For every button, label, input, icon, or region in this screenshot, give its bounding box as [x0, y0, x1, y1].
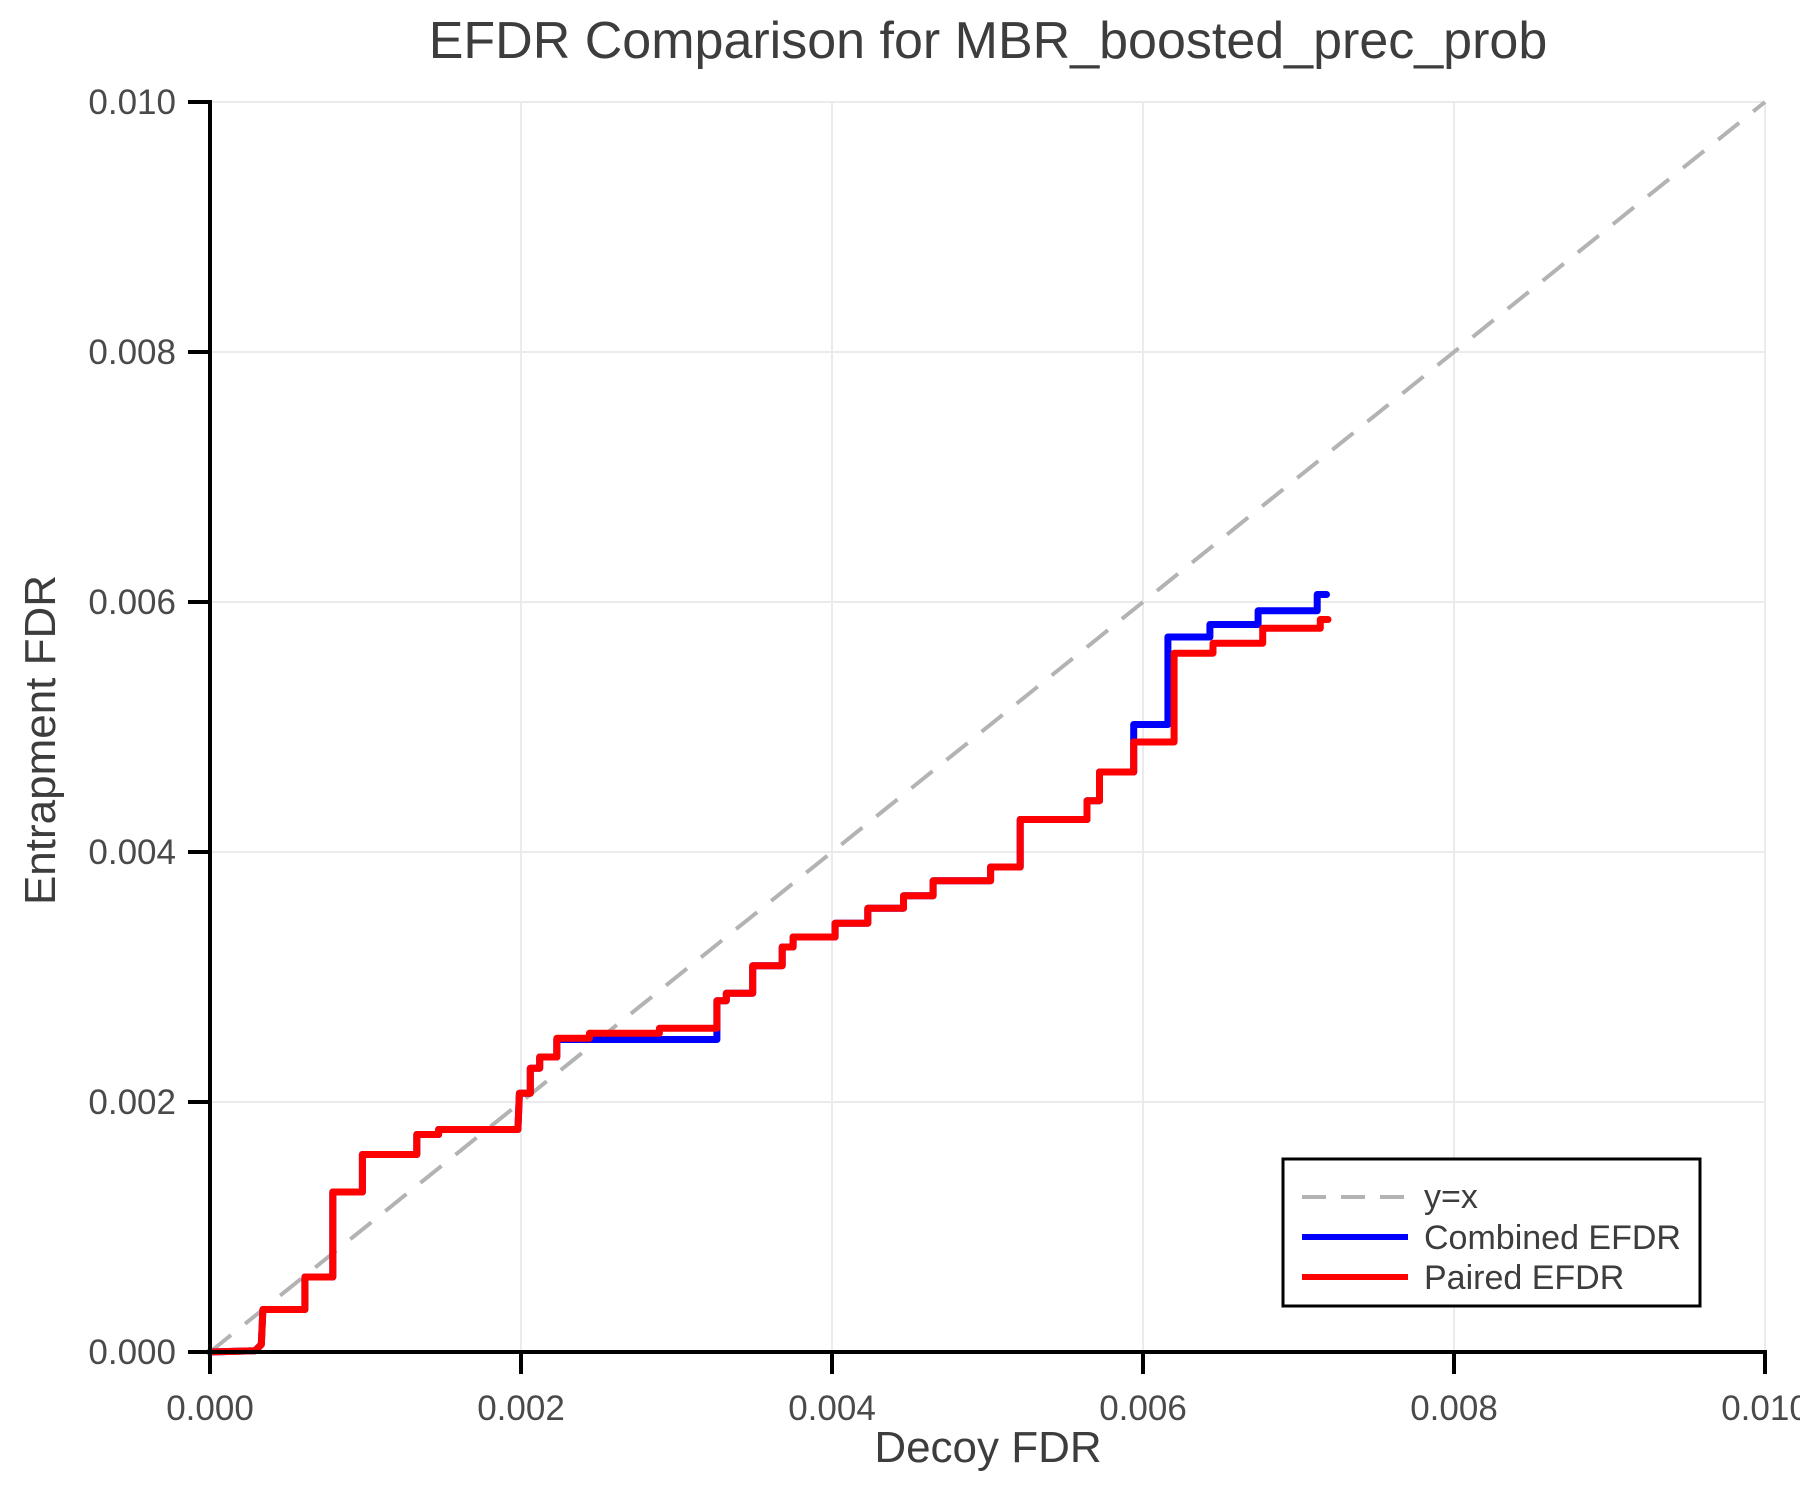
legend-label-paired: Paired EFDR [1424, 1259, 1624, 1297]
legend: y=x Combined EFDR Paired EFDR [1281, 1157, 1702, 1308]
paired-efdr-line [206, 616, 1332, 1356]
y-equals-x-line [208, 100, 1767, 1354]
x-tick-label: 0.000 [166, 1389, 254, 1428]
y-axis-label: Entrapment FDR [16, 575, 65, 905]
axis-spines [208, 100, 1767, 1354]
legend-box [1281, 1157, 1702, 1308]
tick-marks [188, 100, 1767, 1374]
legend-label-identity: y=x [1424, 1178, 1478, 1216]
x-tick-labels: 0.000 0.002 0.004 0.006 0.008 0.010 [166, 1389, 1800, 1428]
y-tick-label: 0.002 [88, 1083, 176, 1122]
x-axis-label: Decoy FDR [874, 1423, 1101, 1472]
y-tick-label: 0.006 [88, 583, 176, 622]
y-tick-label: 0.000 [88, 1333, 176, 1372]
chart-title: EFDR Comparison for MBR_boosted_prec_pro… [429, 12, 1548, 70]
gridlines [210, 101, 1766, 1352]
x-tick-label: 0.006 [1099, 1389, 1187, 1428]
y-tick-label: 0.008 [88, 333, 176, 372]
y-tick-label: 0.010 [88, 83, 176, 122]
x-tick-label: 0.010 [1721, 1389, 1800, 1428]
x-tick-label: 0.002 [477, 1389, 565, 1428]
x-tick-label: 0.004 [788, 1389, 876, 1428]
x-tick-label: 0.008 [1410, 1389, 1498, 1428]
legend-label-combined: Combined EFDR [1424, 1219, 1681, 1257]
combined-efdr-line [206, 591, 1330, 1356]
y-tick-label: 0.004 [88, 833, 176, 872]
y-tick-labels: 0.000 0.002 0.004 0.006 0.008 0.010 [88, 83, 176, 1372]
